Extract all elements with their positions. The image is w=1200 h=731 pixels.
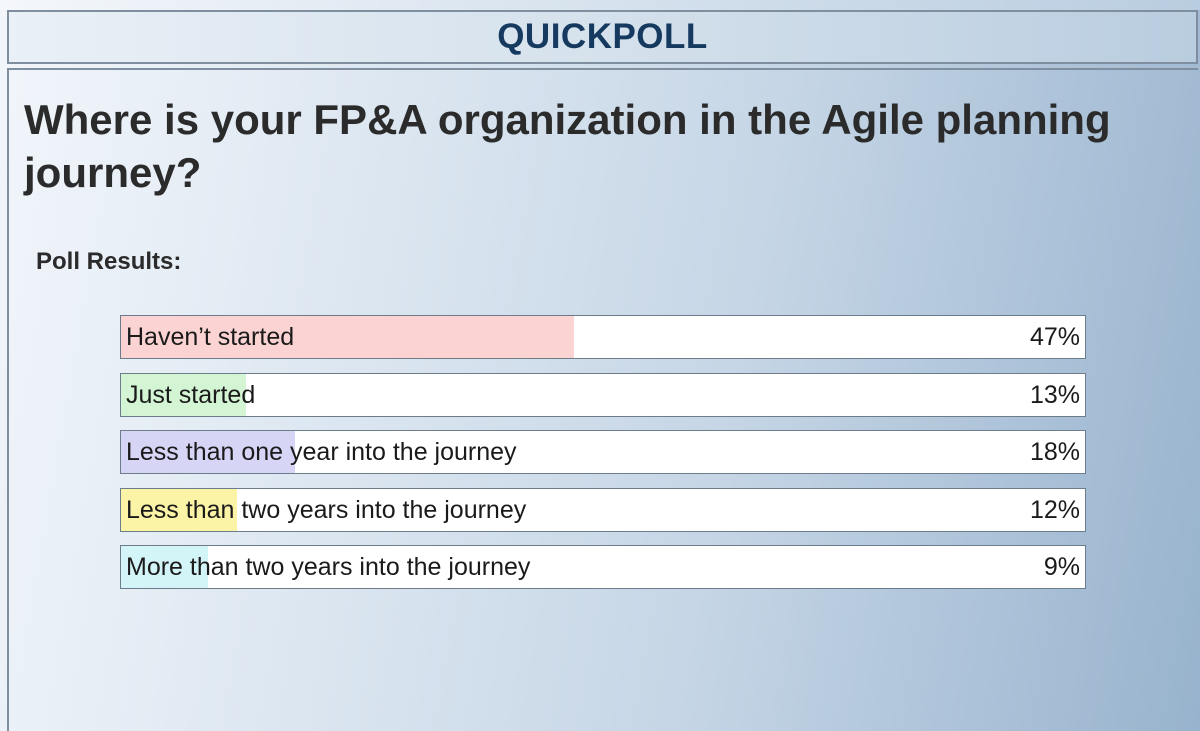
option-percent: 13% xyxy=(1029,380,1080,409)
poll-option-less-than-one-year: Less than one year into the journey 18% xyxy=(120,430,1086,474)
result-bar xyxy=(121,373,246,416)
option-percent: 9% xyxy=(1043,553,1080,581)
poll-option-more-than-two-years: More than two years into the journey 9% xyxy=(120,545,1086,589)
option-percent: 18% xyxy=(1029,438,1080,466)
poll-question: Where is your FP&A organization in the A… xyxy=(24,96,1111,196)
poll-results: Haven’t started 47% Just started 13% Les… xyxy=(120,315,1086,603)
top-strip xyxy=(0,0,1200,10)
option-label: Less than one year into the journey xyxy=(126,438,517,466)
poll-option-less-than-two-years: Less than two years into the journey 12% xyxy=(120,487,1086,532)
quickpoll-header: QUICKPOLL xyxy=(7,10,1198,64)
option-percent: 47% xyxy=(1029,323,1080,351)
result-bar xyxy=(121,431,295,473)
poll-option-havent-started: Haven’t started 47% xyxy=(120,315,1086,359)
poll-option-just-started: Just started 13% xyxy=(120,372,1086,417)
option-label: More than two years into the journey xyxy=(126,553,531,581)
poll-results-label: Poll Results: xyxy=(36,248,182,275)
result-bar xyxy=(121,546,208,588)
option-label: Just started xyxy=(126,380,256,409)
option-label: Less than two years into the journey xyxy=(126,495,527,524)
option-percent: 12% xyxy=(1029,495,1080,524)
option-label: Haven’t started xyxy=(126,323,295,351)
poll-panel xyxy=(7,68,1198,731)
result-bar xyxy=(121,488,237,531)
result-bar xyxy=(121,316,574,358)
header-title: QUICKPOLL xyxy=(497,17,708,56)
